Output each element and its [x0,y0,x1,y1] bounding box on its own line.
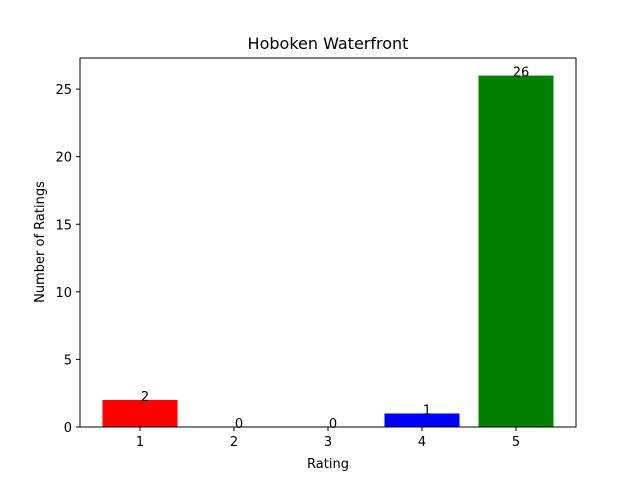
data-label-rating-4: 1 [423,403,431,418]
x-tick-label-1: 1 [136,435,144,450]
bars-layer [102,75,554,428]
bar-rating-5 [478,75,554,428]
bar-rating-4 [384,413,460,427]
chart-title: Hoboken Waterfront [248,34,409,53]
y-tick-label-5: 5 [64,353,72,368]
x-tick-label-3: 3 [324,435,332,450]
y-tick-label-0: 0 [64,421,72,436]
y-tick-label-25: 25 [55,83,72,98]
y-axis: 0 5 10 15 20 25 [55,83,80,436]
bar-rating-1 [102,399,178,427]
y-tick-label-10: 10 [55,286,72,301]
x-tick-label-5: 5 [512,435,520,450]
x-axis-label: Rating [307,457,349,472]
data-label-rating-2: 0 [235,417,243,432]
x-tick-label-4: 4 [418,435,426,450]
data-label-rating-1: 2 [141,390,149,405]
y-tick-label-15: 15 [55,218,72,233]
x-axis: 1 2 3 4 5 [136,427,520,450]
data-label-rating-3: 0 [329,417,337,432]
data-label-rating-5: 26 [513,66,530,81]
data-labels-layer: 2 0 0 1 26 [141,66,529,432]
y-tick-label-20: 20 [55,151,72,166]
y-axis-label: Number of Ratings [33,181,48,303]
plot-frame [79,57,577,428]
x-tick-label-2: 2 [230,435,238,450]
